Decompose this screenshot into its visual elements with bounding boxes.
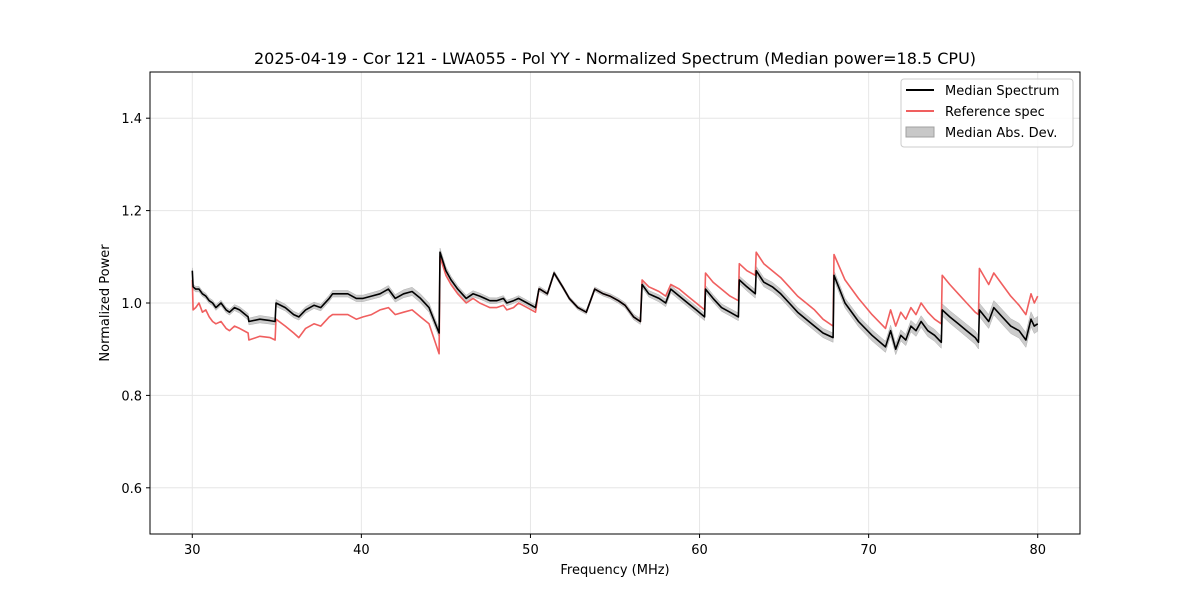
x-tick-label: 60	[691, 543, 708, 558]
y-tick-label: 0.8	[121, 389, 142, 404]
y-axis-ticks: 0.6 0.8 1.0 1.2 1.4	[121, 112, 150, 497]
legend-median-label: Median Spectrum	[945, 84, 1059, 99]
y-tick-label: 0.6	[121, 482, 142, 497]
x-tick-label: 30	[184, 543, 201, 558]
legend-box	[900, 78, 1074, 148]
x-tick-label: 50	[522, 543, 539, 558]
grid-lines	[150, 72, 1080, 534]
mad-band-group	[192, 247, 1038, 356]
legend: Median Spectrum Reference spec Median Ab…	[900, 78, 1074, 148]
x-tick-label: 70	[860, 543, 877, 558]
legend-mad-swatch	[905, 126, 935, 138]
x-tick-label: 80	[1029, 543, 1046, 558]
median-spectrum-line	[191, 251, 1039, 351]
y-tick-label: 1.0	[121, 297, 142, 312]
y-tick-label: 1.4	[121, 112, 142, 127]
mad-band	[192, 247, 1038, 356]
chart-title: 2025-04-19 - Cor 121 - LWA055 - Pol YY -…	[254, 49, 976, 68]
legend-reference-label: Reference spec	[945, 105, 1045, 120]
x-axis-ticks: 30 40 50 60 70 80	[184, 534, 1046, 558]
y-axis-label: Normalized Power	[98, 244, 113, 362]
x-axis-label: Frequency (MHz)	[560, 563, 669, 578]
legend-mad-label: Median Abs. Dev.	[945, 126, 1057, 141]
y-tick-label: 1.2	[121, 205, 142, 220]
median-spectrum-group	[191, 251, 1039, 351]
x-tick-label: 40	[353, 543, 370, 558]
